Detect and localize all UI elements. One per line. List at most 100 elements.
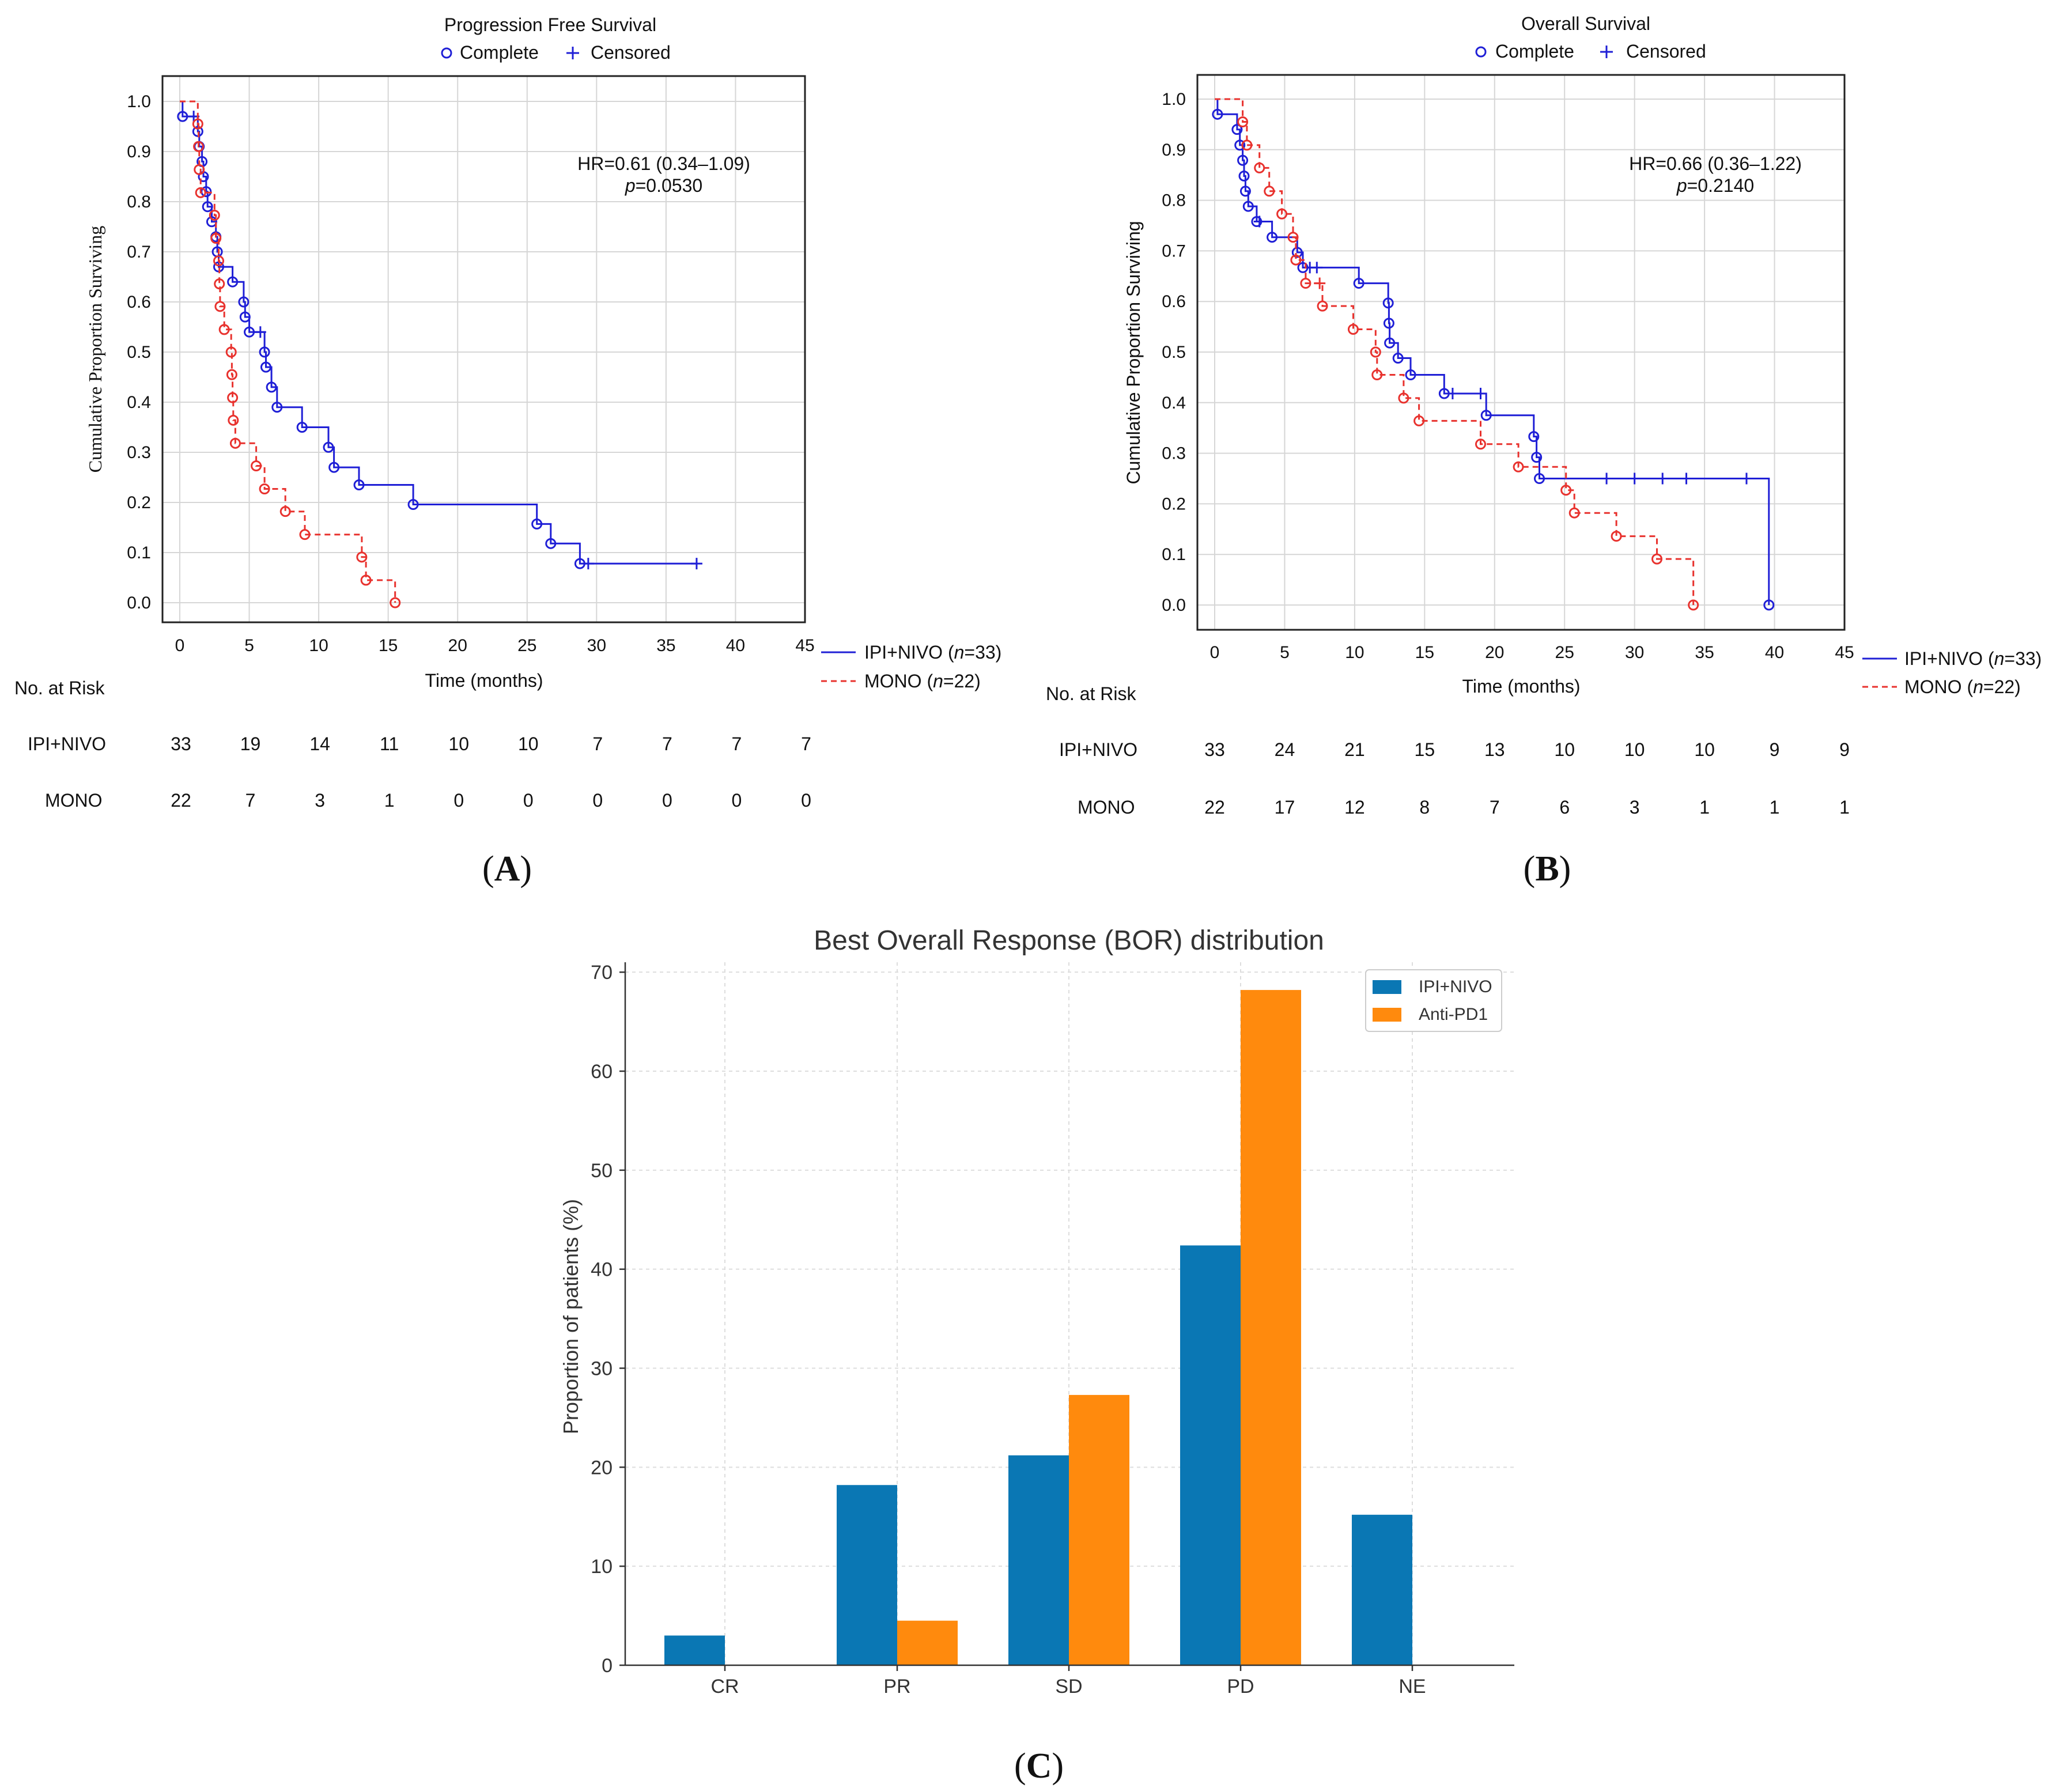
event-point xyxy=(209,209,220,221)
risk-count: 1 xyxy=(384,790,395,811)
x-tick-label: 20 xyxy=(1485,643,1504,662)
risk-count: 0 xyxy=(662,790,672,811)
os-plot-frame xyxy=(1196,74,1846,631)
event-point xyxy=(1370,346,1381,358)
pfs-series xyxy=(177,100,702,608)
censor-mark xyxy=(1601,472,1613,485)
os-y-axis-label: Cumulative Proportion Surviving xyxy=(1123,221,1144,484)
risk-count: 11 xyxy=(380,734,399,754)
event-point xyxy=(1231,124,1243,135)
risk-count: 7 xyxy=(662,734,672,754)
censor-mark xyxy=(1475,387,1487,399)
event-point xyxy=(202,201,213,213)
risk-count: 22 xyxy=(1204,797,1225,818)
panel-a-pfs: Progression Free Survival Complete Censo… xyxy=(14,14,1001,889)
risk-count: 1 xyxy=(1839,797,1850,818)
y-tick-label: 0.6 xyxy=(1162,292,1186,311)
pfs-y-axis-label: Cumulative Proportion Surviving xyxy=(85,226,105,472)
bor-legend-anti-pd1: Anti-PD1 xyxy=(1419,1005,1488,1024)
os-series xyxy=(1212,98,1775,611)
event-point xyxy=(239,311,251,323)
risk-count: 0 xyxy=(523,790,534,811)
x-tick-label: 35 xyxy=(656,636,675,655)
os-p-number: =0.2140 xyxy=(1687,175,1755,196)
censored-marker-icon xyxy=(566,47,579,59)
os-x-ticks: 0 5 10 15 20 25 30 35 40 45 xyxy=(1210,643,1854,662)
risk-count: 12 xyxy=(1344,797,1365,818)
y-tick-label: 0.8 xyxy=(1162,191,1186,210)
event-point xyxy=(1611,531,1622,542)
bor-title: Best Overall Response (BOR) distribution xyxy=(814,925,1324,956)
event-point xyxy=(1300,278,1311,289)
risk-count: 7 xyxy=(1490,797,1500,818)
panel-b-os: Overall Survival Complete Censored 0.00.… xyxy=(1046,13,2042,889)
x-tick-label: NE xyxy=(1398,1676,1426,1698)
y-tick-label: 0.1 xyxy=(1162,545,1186,564)
event-point xyxy=(259,346,270,358)
event-point xyxy=(177,111,188,122)
os-risk-row-ipi-label: IPI+NIVO xyxy=(1059,739,1137,760)
y-tick-label: 0.0 xyxy=(1162,596,1186,615)
panel-c-bor: Best Overall Response (BOR) distribution… xyxy=(559,925,1514,1786)
risk-count: 33 xyxy=(171,734,191,754)
event-point xyxy=(296,422,308,433)
bor-legend-ipi-nivo: IPI+NIVO xyxy=(1419,977,1492,996)
censor-mark xyxy=(582,558,594,570)
y-tick-label: 30 xyxy=(591,1358,613,1380)
event-point xyxy=(1384,337,1396,349)
pfs-risk-values: 33 19 14 11 10 10 7 7 7 722 7 3 1 0 0 0 0 0 0 xyxy=(171,734,811,811)
event-point xyxy=(260,361,271,373)
event-point xyxy=(1528,431,1540,443)
os-hr-text: HR=0.66 (0.36–1.22) xyxy=(1629,153,1802,174)
x-tick-label: 25 xyxy=(1555,643,1574,662)
pfs-p-number: =0.0530 xyxy=(636,175,703,196)
event-point xyxy=(1212,108,1223,120)
y-tick-label: 0.1 xyxy=(127,543,151,562)
risk-count: 24 xyxy=(1275,739,1295,760)
event-point xyxy=(225,346,237,358)
event-point xyxy=(1242,201,1254,212)
pfs-hr-text: HR=0.61 (0.34–1.09) xyxy=(577,153,750,174)
risk-count: 9 xyxy=(1839,739,1850,760)
event-point xyxy=(1560,485,1572,496)
risk-count: 19 xyxy=(240,734,261,754)
y-tick-label: 0.9 xyxy=(1162,141,1186,160)
y-tick-label: 0.7 xyxy=(127,243,151,262)
event-point xyxy=(1398,392,1409,404)
y-tick-label: 0.8 xyxy=(127,192,151,211)
y-tick-label: 0.9 xyxy=(127,142,151,161)
event-point xyxy=(194,164,205,175)
risk-count: 3 xyxy=(1630,797,1640,818)
y-tick-label: 0.0 xyxy=(127,593,151,613)
risk-count: 7 xyxy=(801,734,811,754)
event-point xyxy=(214,301,226,312)
complete-label: Complete xyxy=(460,42,539,63)
censored-label: Censored xyxy=(1626,41,1706,62)
os-risk-values: 33 24 21 15 13 10 10 10 9 9 22 17 12 8 7 6 3 1 1 1 xyxy=(1204,739,1850,818)
event-point xyxy=(1513,461,1524,472)
event-point xyxy=(1291,247,1303,258)
y-tick-label: 0 xyxy=(602,1655,613,1677)
bar-ipi-nivo-ne xyxy=(1352,1514,1412,1665)
event-point xyxy=(266,381,277,393)
y-tick-label: 0.4 xyxy=(1162,394,1186,413)
event-point xyxy=(360,574,372,586)
x-tick-label: 45 xyxy=(795,636,814,655)
x-tick-label: 10 xyxy=(309,636,328,655)
bor-legend: IPI+NIVO Anti-PD1 xyxy=(1365,969,1502,1032)
os-gridlines xyxy=(1197,75,1845,630)
pfs-y-ticks: 0.0 0.1 0.2 0.3 0.4 0.5 0.6 0.7 0.8 0.9 1.0 xyxy=(127,92,151,613)
os-legend-ipi-nivo: IPI+NIVO (n=33) xyxy=(1904,648,2042,669)
censored-marker-icon xyxy=(1600,46,1613,58)
event-point xyxy=(1237,116,1249,128)
y-tick-label: 0.4 xyxy=(127,393,151,412)
y-tick-label: 1.0 xyxy=(1162,90,1186,109)
risk-count: 17 xyxy=(1275,797,1295,818)
pfs-x-axis-label: Time (months) xyxy=(425,670,543,691)
x-tick-label: 15 xyxy=(1415,643,1434,662)
x-tick-label: 20 xyxy=(448,636,467,655)
y-tick-label: 0.3 xyxy=(1162,444,1186,463)
event-point xyxy=(1383,317,1394,329)
y-tick-label: 10 xyxy=(591,1556,613,1578)
